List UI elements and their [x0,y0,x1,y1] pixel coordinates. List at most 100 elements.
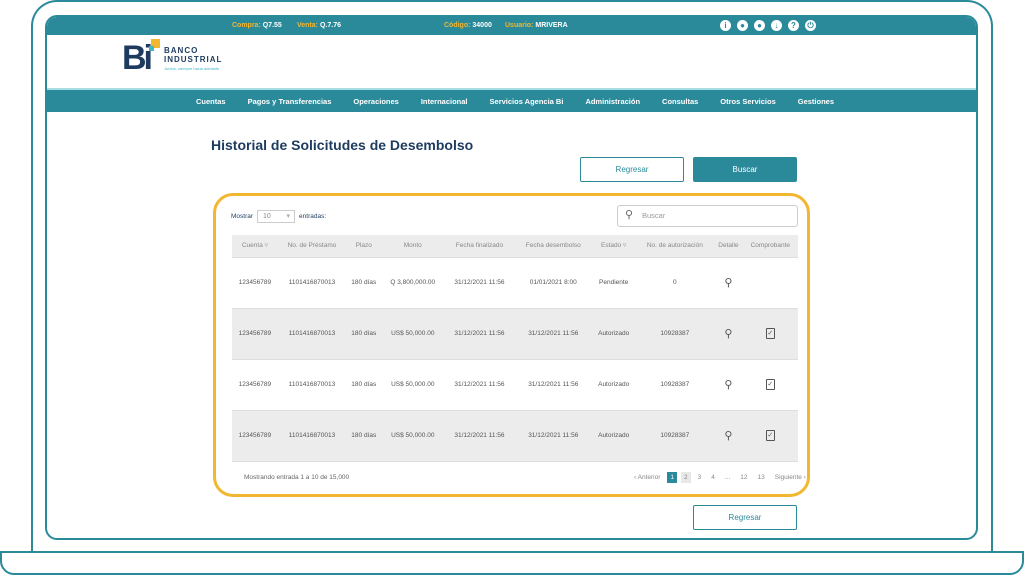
laptop-frame [31,0,993,556]
table-info: Mostrando entrada 1 a 10 de 15,000 [244,474,350,481]
page-button[interactable]: 1 [667,472,677,483]
bank-logo[interactable]: Bi BANCO INDUSTRIAL Juntos, siempre hacia … [122,39,223,77]
nav-cuentas[interactable]: Cuentas [196,96,226,106]
regresar-button[interactable]: Regresar [580,157,684,182]
nav-internacional[interactable]: Internacional [420,96,468,106]
receipt-icon[interactable]: ✓ [765,430,775,441]
detail-search-icon[interactable]: ⚲ [724,379,733,391]
location-icon[interactable]: ● [754,20,765,31]
table-cell: 123456789 [232,410,278,462]
nav-operaciones[interactable]: Operaciones [353,96,399,106]
regresar-bottom-button[interactable]: Regresar [693,505,797,530]
venta-rate: Venta: Q.7.76 [297,22,341,29]
help-icon[interactable]: ? [788,20,799,31]
power-icon[interactable]: ⏻ [805,20,816,31]
screen: Compra: Q7.55 Venta: Q.7.76 Código: 3400… [45,15,978,540]
table-cell: 01/01/2021 8:00 [514,257,592,309]
table-cell: 1101416870013 [277,359,347,411]
table-cell: Autorizado [591,308,636,360]
page-button[interactable]: 2 [681,472,691,483]
requests-table: Cuenta ▿ No. de Préstamo Plazo Monto Fecha f… [232,235,798,462]
table-cell: US$ 50,000.00 [381,308,445,360]
header: Bi BANCO INDUSTRIAL Juntos, siempre hacia … [47,35,976,90]
table-cell: 1101416870013 [277,308,347,360]
table-cell: 180 días [346,257,382,309]
laptop-base [0,551,1024,575]
table-cell: 31/12/2021 11:56 [444,410,515,462]
table-cell: 123456789 [232,308,278,360]
table-cell: 123456789 [232,359,278,411]
table-cell: US$ 50,000.00 [381,410,445,462]
nav-gestiones[interactable]: Gestiones [797,96,835,106]
table-cell: 123456789 [232,257,278,309]
detail-search-icon[interactable]: ⚲ [724,328,733,340]
column-header[interactable]: Estado ▿ [591,235,636,258]
column-header[interactable]: Comprobante [742,235,798,258]
main-nav: Cuentas Pagos y Transferencias Operacion… [47,90,976,112]
nav-otros-servicios[interactable]: Otros Servicios [720,96,776,106]
buscar-button[interactable]: Buscar [693,157,797,182]
column-header[interactable]: Cuenta ▿ [232,235,278,258]
compra-rate: Compra: Q7.55 [232,22,282,29]
table-cell: 31/12/2021 11:56 [444,359,515,411]
column-header[interactable]: Fecha desembolso [514,235,592,258]
table-row: 123456789 1101416870013 180 días US$ 50,000… [232,308,798,360]
table-cell: 10928387 [635,359,715,411]
search-icon: ⚲ [625,209,634,221]
info-icon[interactable]: i [720,20,731,31]
table-row: 123456789 1101416870013 180 días US$ 50,000… [232,410,798,462]
table-cell: 0 [635,257,715,309]
detail-search-icon[interactable]: ⚲ [724,430,733,442]
detail-search-icon[interactable]: ⚲ [724,277,733,289]
next-page[interactable]: Siguiente › [774,474,806,481]
page-button[interactable]: 4 [711,474,715,481]
highlight-box [213,193,810,497]
table-row: 123456789 1101416870013 180 días Q 3,800,00… [232,257,798,309]
table-cell: 31/12/2021 11:56 [514,308,592,360]
table-cell: 1101416870013 [277,257,347,309]
codigo: Código: 34000 [444,22,492,29]
page-size-control: Mostrar 10 entradas: [231,210,326,223]
logo-mark: Bi [122,39,160,75]
page-button[interactable]: 3 [697,474,702,481]
nav-servicios-agencia[interactable]: Servicios Agencia Bi [489,96,564,106]
table-cell: 31/12/2021 11:56 [444,308,515,360]
prev-page[interactable]: ‹ Anterior [634,474,661,481]
table-cell: US$ 50,000.00 [381,359,445,411]
table-cell: Autorizado [591,410,636,462]
column-header[interactable]: Monto [381,235,445,258]
page-button[interactable]: 13 [757,474,765,481]
table-cell: 31/12/2021 11:56 [514,410,592,462]
page-button: ... [724,474,731,481]
table-cell: 10928387 [635,308,715,360]
pagination: ‹ Anterior 1 2 3 4... 12 13 Siguiente › [631,472,809,483]
search-input[interactable]: ⚲ Buscar [617,205,798,227]
page-title: Historial de Solicitudes de Desembolso [211,137,474,153]
table-cell: Autorizado [591,359,636,411]
column-header[interactable]: Detalle [714,235,743,258]
page-button[interactable]: 12 [740,474,748,481]
nav-consultas[interactable]: Consultas [662,96,699,106]
user-icon[interactable]: ● [737,20,748,31]
top-bar: Compra: Q7.55 Venta: Q.7.76 Código: 3400… [47,17,976,35]
usuario: Usuario: MRIVERA [505,22,568,29]
table-cell: 180 días [346,308,382,360]
nav-administracion[interactable]: Administración [585,96,641,106]
column-header[interactable]: Fecha finalizado [444,235,515,258]
column-header[interactable]: Plazo [346,235,382,258]
column-header[interactable]: No. de autorización [635,235,715,258]
table-cell: 180 días [346,410,382,462]
download-icon[interactable]: ↓ [771,20,782,31]
table-cell: 1101416870013 [277,410,347,462]
receipt-icon[interactable]: ✓ [765,328,775,339]
page-size-select[interactable]: 10 [257,210,296,223]
table-cell: Q 3,800,000.00 [381,257,445,309]
table-cell: 31/12/2021 11:56 [444,257,515,309]
nav-pagos[interactable]: Pagos y Transferencias [247,96,332,106]
table-cell: 10928387 [635,410,715,462]
receipt-icon[interactable]: ✓ [765,379,775,390]
column-header[interactable]: No. de Préstamo [277,235,347,258]
table-cell: Pendiente [591,257,636,309]
table-row: 123456789 1101416870013 180 días US$ 50,000… [232,359,798,411]
table-cell: 180 días [346,359,382,411]
